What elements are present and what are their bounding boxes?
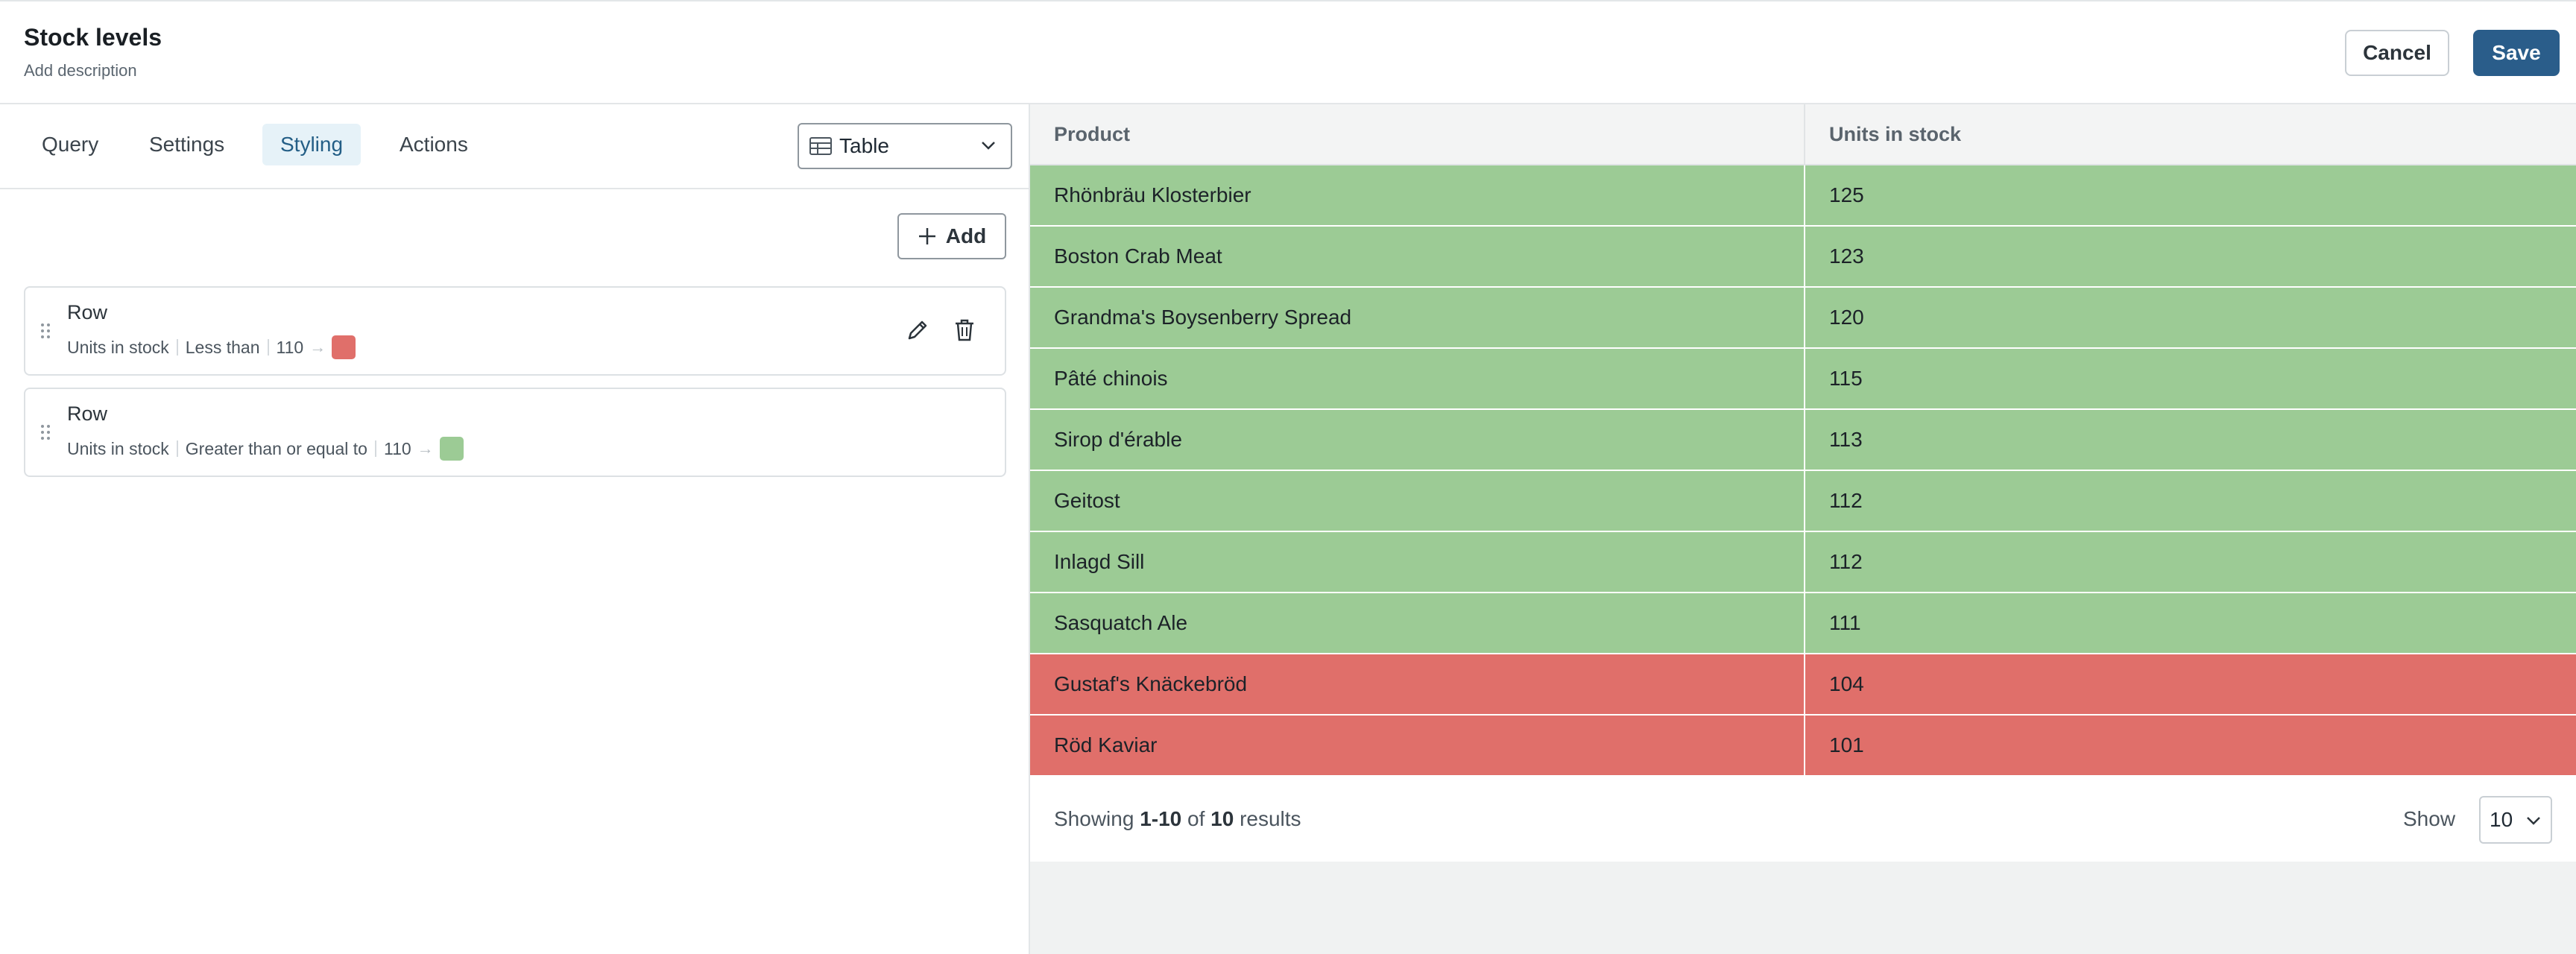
arrow-right-icon: → (417, 439, 434, 458)
top-bar: Stock levels Add description Cancel Save (0, 0, 2576, 104)
table-icon (809, 137, 832, 155)
cell-product: Röd Kaviar (1030, 716, 1805, 775)
rule-operator: Greater than or equal to (185, 438, 367, 458)
cell-units-in-stock: 125 (1829, 183, 1864, 206)
table-row[interactable]: Gustaf's Knäckebröd 104 (1030, 654, 2576, 716)
editor-tabs: Query Settings Styling Actions Table (0, 104, 1029, 189)
arrow-right-icon: → (309, 338, 326, 356)
cell-units-in-stock: 113 (1829, 428, 1863, 451)
style-rule-card[interactable]: Row Units in stock Greater than or equal… (24, 388, 1006, 477)
page-title[interactable]: Stock levels (24, 24, 162, 51)
table-row[interactable]: Röd Kaviar 101 (1030, 716, 2576, 777)
drag-handle-icon[interactable] (40, 322, 51, 340)
cell-units-in-stock: 112 (1829, 489, 1863, 512)
cell-product: Inlagd Sill (1030, 532, 1805, 592)
visualization-select-value: Table (839, 134, 889, 157)
column-header-units-in-stock[interactable]: Units in stock (1829, 122, 1962, 145)
rule-value: 110 (383, 438, 411, 458)
style-rule-card[interactable]: Row Units in stock Less than 110 → (24, 286, 1006, 376)
cell-units-in-stock: 123 (1829, 244, 1864, 268)
cell-units-in-stock: 101 (1829, 733, 1864, 756)
rule-summary: Units in stock Greater than or equal to … (67, 437, 464, 461)
divider (374, 440, 376, 457)
cell-product: Sasquatch Ale (1030, 593, 1805, 653)
cell-product: Boston Crab Meat (1030, 227, 1805, 286)
table-row[interactable]: Sasquatch Ale 111 (1030, 593, 2576, 654)
cell-units-in-stock: 120 (1829, 306, 1864, 329)
tab-query[interactable]: Query (42, 133, 99, 156)
cell-units-in-stock: 115 (1829, 367, 1863, 390)
table-body: Rhönbräu Klosterbier 125 Boston Crab Meat 1… (1030, 165, 2576, 777)
plus-icon (918, 228, 935, 244)
results-prefix: Showing (1054, 807, 1140, 830)
tab-styling[interactable]: Styling (262, 124, 362, 165)
cell-product: Rhönbräu Klosterbier (1030, 165, 1805, 225)
table-header: Product Units in stock (1030, 104, 2576, 165)
chevron-down-icon (2527, 817, 2540, 825)
cell-units-in-stock: 104 (1829, 672, 1864, 695)
results-range: 1-10 (1140, 807, 1182, 830)
rule-value: 110 (276, 337, 304, 357)
drag-handle-icon[interactable] (40, 423, 51, 441)
tab-settings[interactable]: Settings (149, 133, 225, 156)
table-row[interactable]: Pâté chinois 115 (1030, 349, 2576, 410)
cell-product: Grandma's Boysenberry Spread (1030, 288, 1805, 347)
cell-product: Geitost (1030, 471, 1805, 531)
table-row[interactable]: Rhönbräu Klosterbier 125 (1030, 165, 2576, 227)
rule-column: Units in stock (67, 337, 169, 357)
table-row[interactable]: Boston Crab Meat 123 (1030, 227, 2576, 288)
cell-product: Pâté chinois (1030, 349, 1805, 408)
rule-color-swatch (439, 437, 464, 461)
description-field[interactable]: Add description (24, 61, 137, 80)
column-header-product[interactable]: Product (1030, 104, 1805, 164)
save-button[interactable]: Save (2473, 30, 2560, 76)
rule-column: Units in stock (67, 438, 169, 458)
page-size-select[interactable]: 10 (2479, 796, 2552, 844)
pencil-icon[interactable] (905, 318, 930, 343)
divider (267, 339, 269, 356)
table-row[interactable]: Sirop d'érable 113 (1030, 410, 2576, 471)
results-summary: Showing 1-10 of 10 results (1054, 807, 1301, 831)
tab-actions[interactable]: Actions (400, 133, 468, 156)
add-rule-button[interactable]: Add (897, 213, 1006, 259)
preview-panel: Product Units in stock Rhönbräu Klosterb… (1030, 104, 2576, 954)
rule-operator: Less than (185, 337, 260, 357)
divider (176, 339, 178, 356)
cell-units-in-stock: 111 (1829, 611, 1861, 634)
table-footer: Showing 1-10 of 10 results Show 10 (1030, 777, 2576, 862)
divider (176, 440, 178, 457)
page-size-label: Show (2403, 807, 2456, 830)
results-of: of (1181, 807, 1211, 830)
rule-title: Row (67, 301, 108, 323)
trash-icon[interactable] (953, 318, 976, 343)
rule-color-swatch (332, 335, 356, 359)
cancel-button[interactable]: Cancel (2345, 30, 2449, 76)
editor-panel: Query Settings Styling Actions Table Add (0, 104, 1030, 954)
results-suffix: results (1234, 807, 1301, 830)
rule-summary: Units in stock Less than 110 → (67, 335, 356, 359)
cell-product: Sirop d'érable (1030, 410, 1805, 470)
chevron-down-icon (982, 142, 995, 150)
page-size-value: 10 (2490, 808, 2513, 831)
add-rule-label: Add (945, 224, 987, 247)
table-row[interactable]: Grandma's Boysenberry Spread 120 (1030, 288, 2576, 349)
results-table: Product Units in stock Rhönbräu Klosterb… (1030, 104, 2576, 862)
table-row[interactable]: Geitost 112 (1030, 471, 2576, 532)
rule-title: Row (67, 402, 108, 425)
cell-units-in-stock: 112 (1829, 550, 1863, 573)
table-row[interactable]: Inlagd Sill 112 (1030, 532, 2576, 593)
visualization-select[interactable]: Table (798, 123, 1012, 169)
results-total: 10 (1210, 807, 1234, 830)
cell-product: Gustaf's Knäckebröd (1030, 654, 1805, 714)
